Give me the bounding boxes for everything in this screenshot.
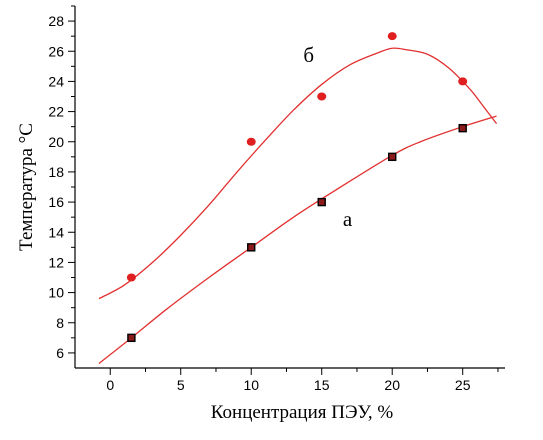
y-axis-title: Температура °С xyxy=(16,123,37,251)
x-tick-label: 20 xyxy=(384,377,400,393)
y-tick-label: 12 xyxy=(48,254,64,270)
y-tick-label: 6 xyxy=(56,345,64,361)
data-point-б xyxy=(126,273,136,282)
data-point-б xyxy=(387,32,397,41)
y-tick-label: 8 xyxy=(56,315,64,331)
curve-label-b: б xyxy=(303,43,314,67)
y-tick-label: 20 xyxy=(48,134,64,150)
x-tick-label: 0 xyxy=(106,377,114,393)
data-points xyxy=(126,32,468,343)
x-tick-label: 15 xyxy=(314,377,330,393)
data-point-а xyxy=(247,243,256,252)
fit-curve-б xyxy=(98,47,498,300)
data-point-а xyxy=(127,333,136,343)
x-tick-label: 10 xyxy=(243,377,259,393)
y-tick-label: 22 xyxy=(48,104,64,120)
curve-label-a: а xyxy=(343,207,353,231)
data-point-а xyxy=(458,123,467,133)
y-tick-label: 28 xyxy=(48,13,64,29)
y-tick-label: 14 xyxy=(48,224,64,240)
x-tick-label: 25 xyxy=(455,377,471,393)
axes: 0 5 10 15 20 25 6 8 10 12 14 16 18 20 22 24 26 28 xyxy=(48,5,505,393)
y-tick-label: 16 xyxy=(48,194,64,210)
x-axis-title: Концентрация ПЭУ, % xyxy=(211,402,394,423)
data-point-а xyxy=(317,197,326,207)
y-tick-label: 26 xyxy=(48,43,64,59)
y-tick-label: 24 xyxy=(48,73,64,89)
data-point-а xyxy=(388,152,397,162)
y-tick-label: 10 xyxy=(48,285,64,301)
x-tick-label: 5 xyxy=(177,377,185,393)
fit-curve-а xyxy=(98,115,497,364)
y-tick-label: 18 xyxy=(48,164,64,180)
data-point-б xyxy=(246,137,256,146)
data-point-б xyxy=(458,77,468,86)
labels: Концентрация ПЭУ, % Температура °С а б xyxy=(16,43,393,423)
fit-curves xyxy=(98,47,498,364)
data-point-б xyxy=(317,92,327,101)
